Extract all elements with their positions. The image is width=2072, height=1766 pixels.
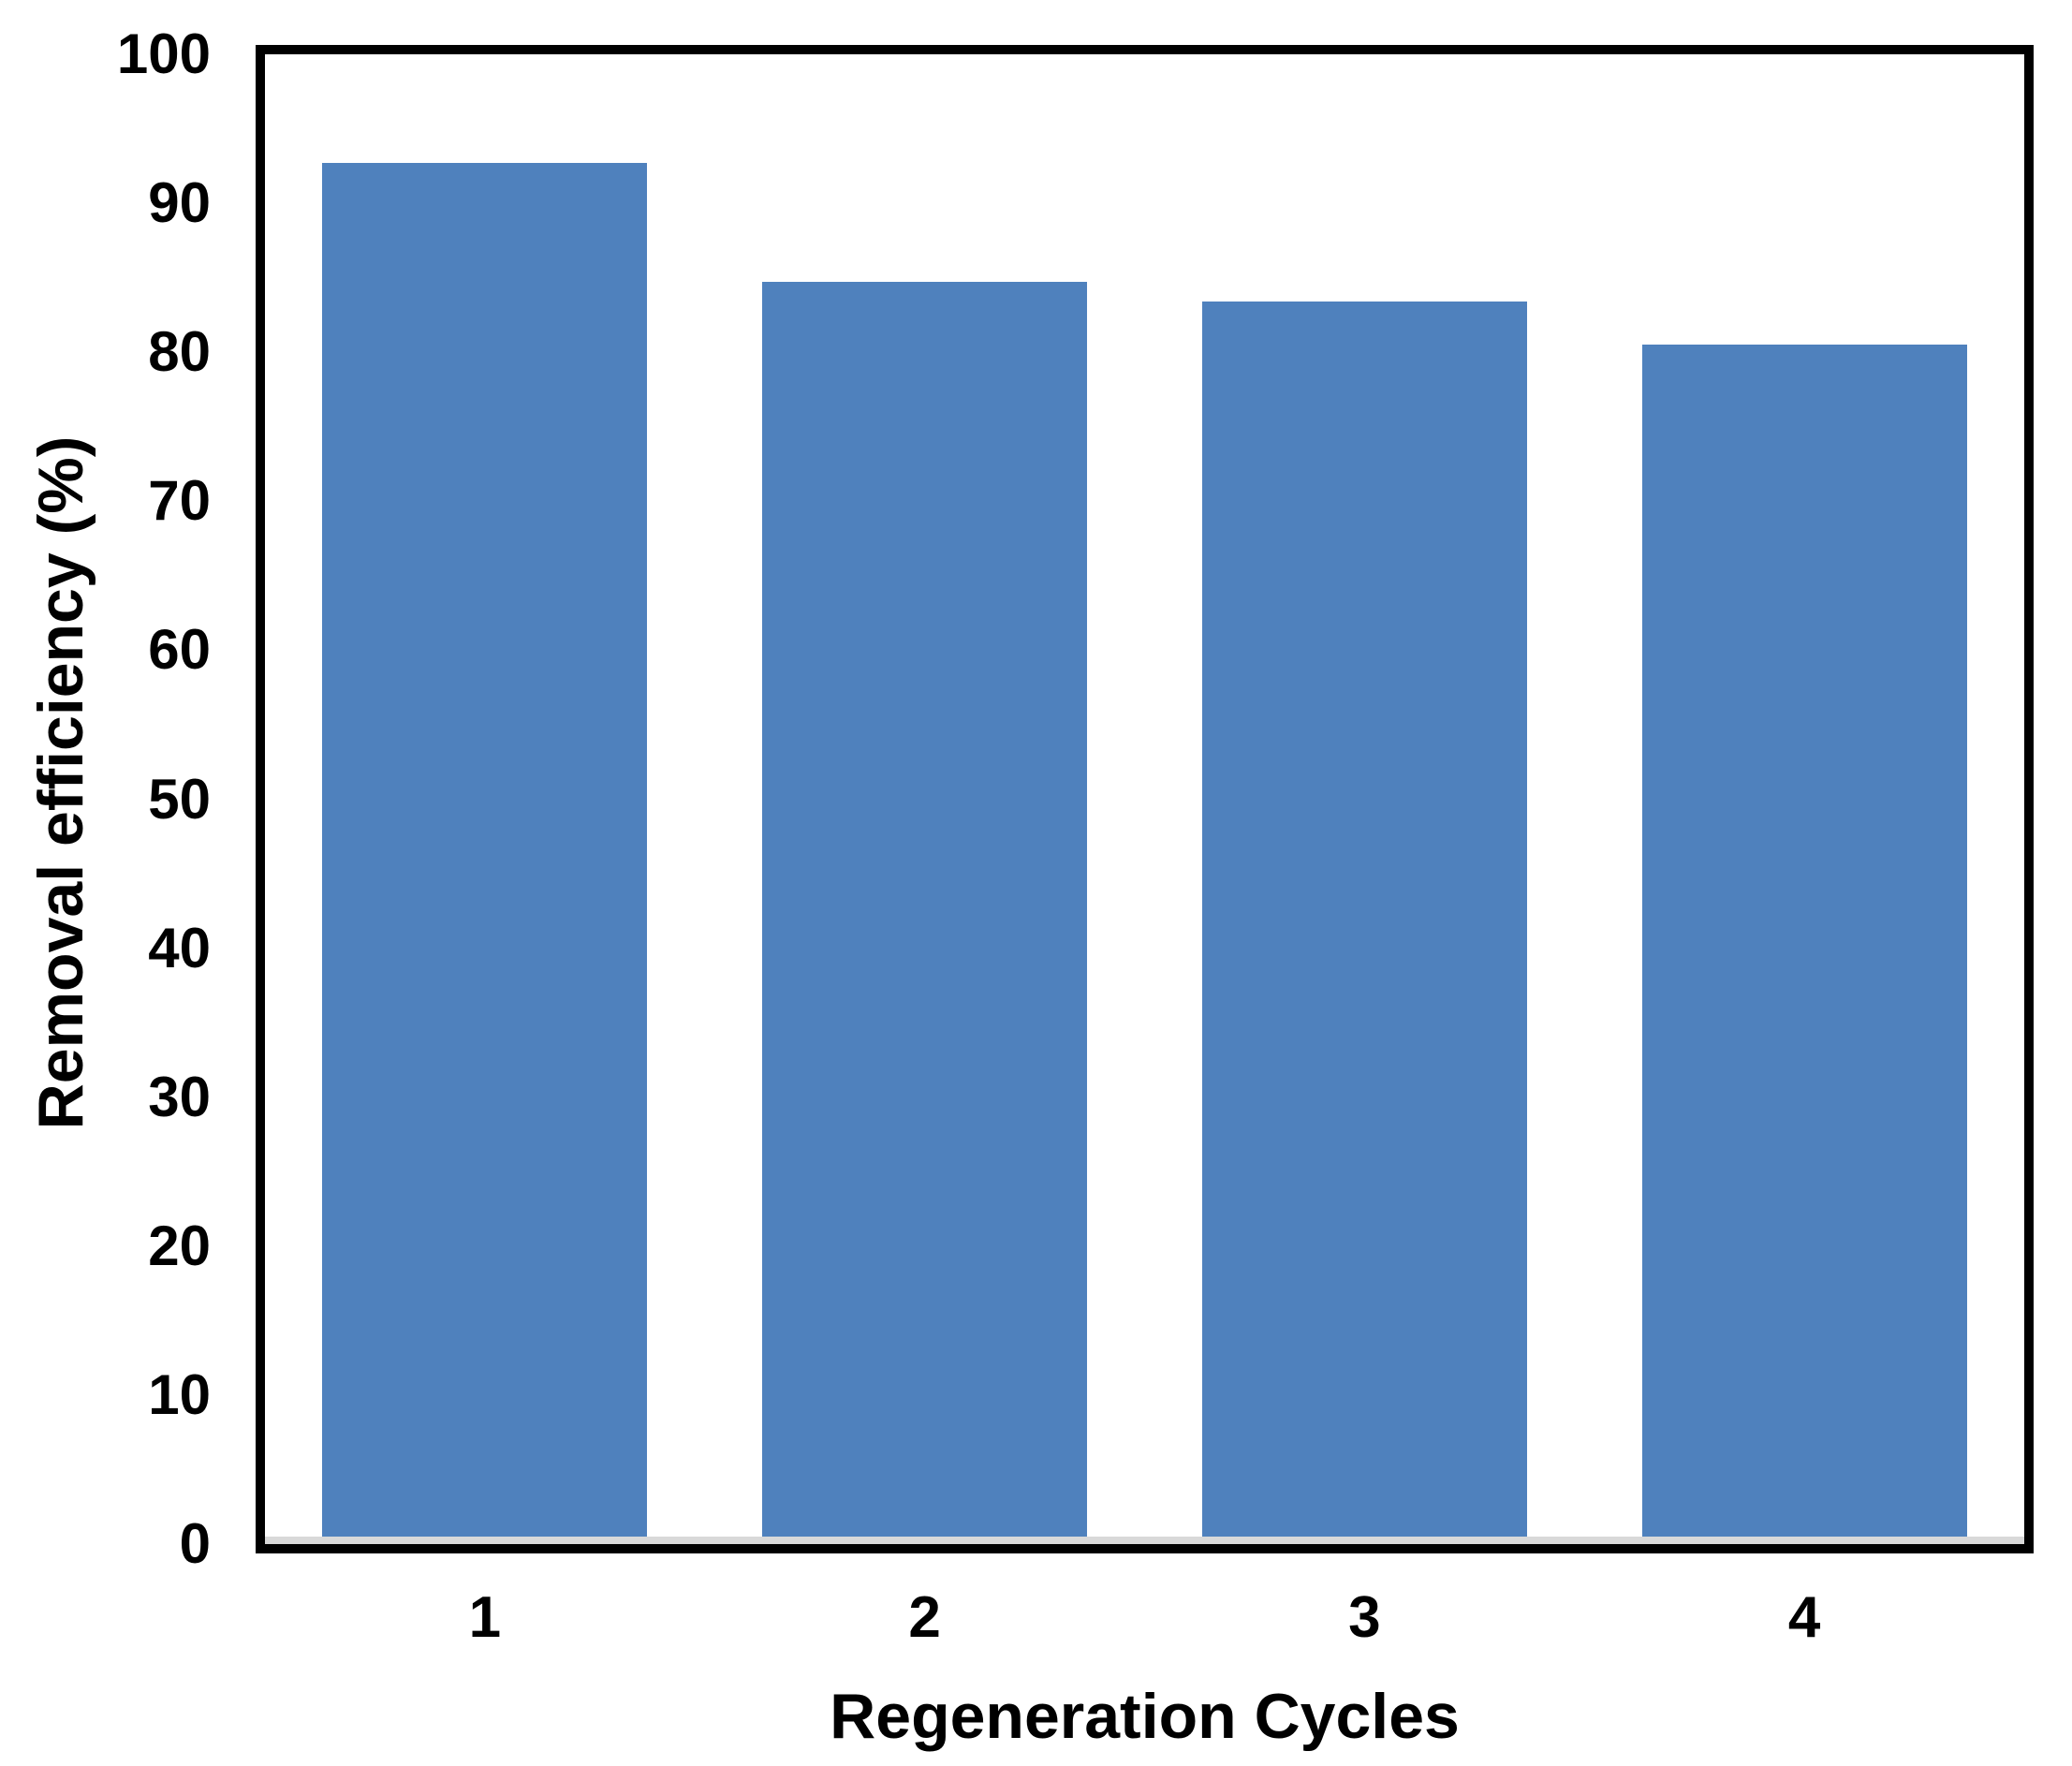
y-tick-label: 30 — [148, 1065, 211, 1128]
y-tick-label: 90 — [148, 171, 211, 235]
x-tick-label: 4 — [1787, 1585, 1821, 1650]
y-tick-label: 70 — [148, 469, 211, 533]
bar-slot — [705, 54, 1145, 1544]
bars-container — [265, 54, 2024, 1544]
x-tick-label: 3 — [1348, 1585, 1381, 1650]
bar — [1641, 345, 1967, 1544]
y-axis-tick-labels: 100 90 80 70 60 50 40 30 20 10 0 — [0, 26, 256, 1572]
y-tick-label: 80 — [148, 320, 211, 384]
y-tick-label: 60 — [148, 618, 211, 682]
y-tick-label: 0 — [179, 1512, 211, 1575]
plot-area — [256, 45, 2034, 1553]
bar — [762, 282, 1088, 1544]
bar — [1201, 302, 1527, 1544]
bar-slot — [265, 54, 705, 1544]
x-tick-label: 2 — [908, 1585, 941, 1650]
y-tick-label: 100 — [116, 22, 211, 85]
bar-slot — [1584, 54, 2024, 1544]
x-axis-title: Regeneration Cycles — [830, 1681, 1460, 1752]
y-tick-label: 50 — [148, 767, 211, 831]
x-tick-label: 1 — [468, 1585, 502, 1650]
zero-baseline — [265, 1537, 2024, 1544]
x-axis-tick-labels: 1 2 3 4 — [265, 1587, 2024, 1648]
bar — [322, 163, 648, 1544]
bar-slot — [1145, 54, 1585, 1544]
y-tick-label: 20 — [148, 1214, 211, 1277]
y-tick-label: 40 — [148, 916, 211, 979]
y-tick-label: 10 — [148, 1362, 211, 1426]
